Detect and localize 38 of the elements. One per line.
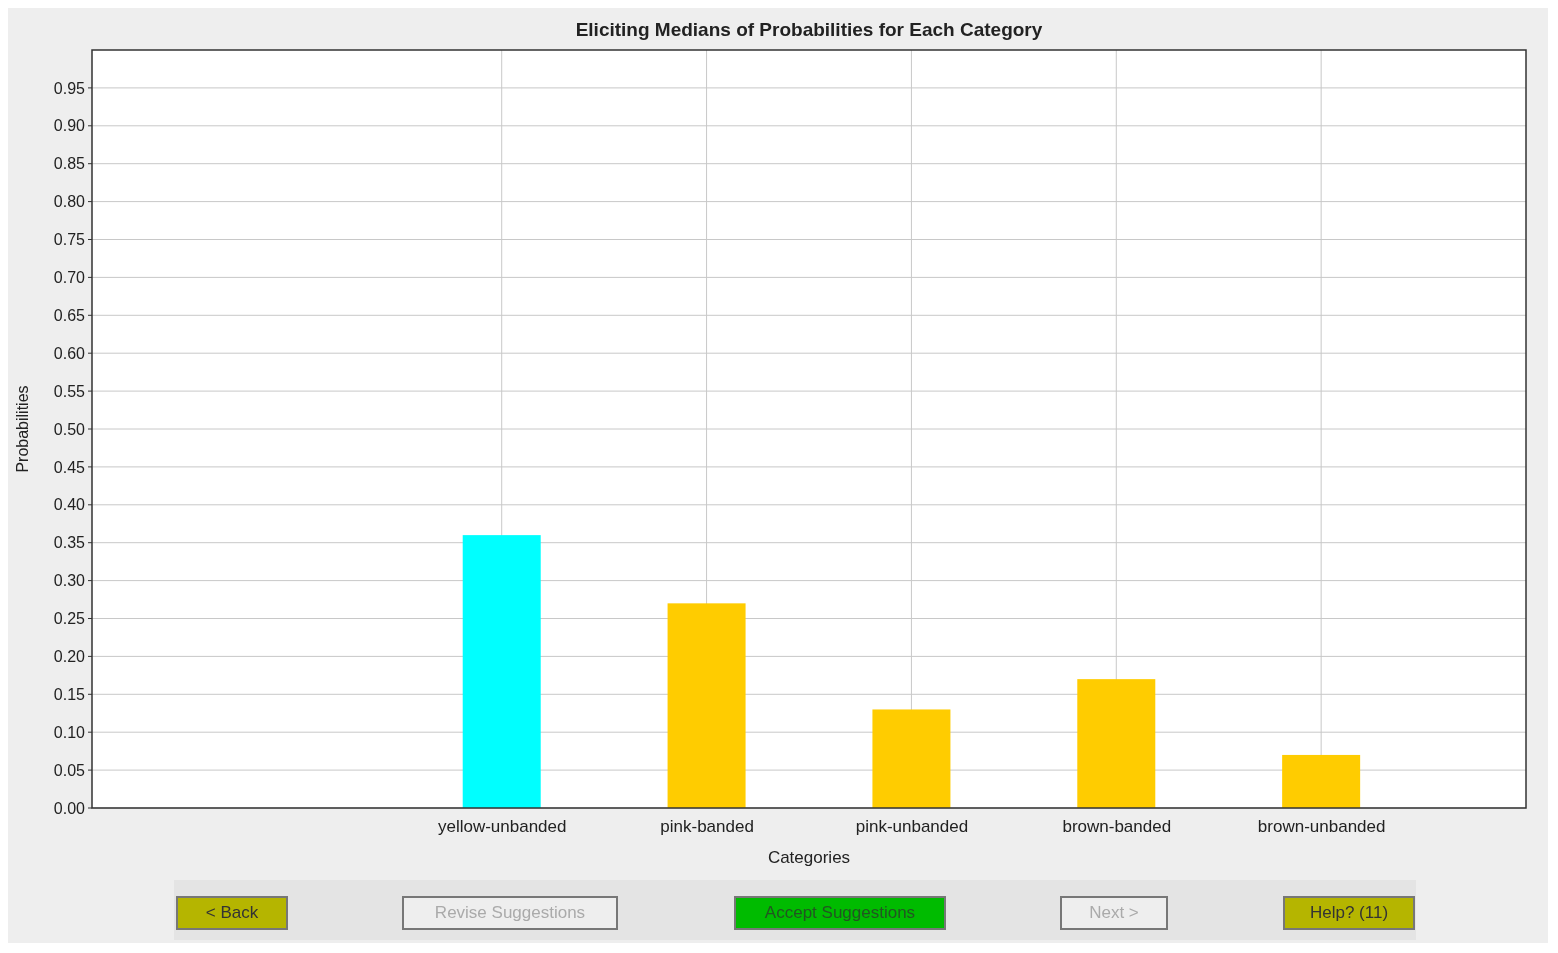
y-tick-label: 0.80	[53, 193, 86, 211]
y-tick-label: 0.05	[53, 761, 86, 779]
bar	[1282, 754, 1361, 808]
x-tick-label: brown-banded	[1062, 817, 1172, 837]
x-axis-title: Categories	[767, 848, 851, 867]
x-tick-label: brown-unbanded	[1257, 817, 1386, 837]
x-tick-label: pink-banded	[660, 817, 754, 837]
button: Revise Suggestions	[402, 896, 618, 930]
chart-title: Eliciting Medians of Probabilities for Each Category	[575, 19, 1043, 40]
y-axis-title: Probabilities	[14, 385, 31, 473]
y-tick-label: 0.75	[53, 231, 86, 249]
y-tick-label: 0.25	[53, 610, 86, 628]
y-tick-label: 0.15	[53, 685, 86, 703]
y-tick-label: 0.50	[53, 420, 86, 438]
y-tick-label: 0.35	[53, 534, 86, 552]
button: < Back	[176, 896, 288, 930]
y-tick-label: 0.95	[53, 79, 86, 97]
y-tick-label: 0.45	[53, 458, 86, 476]
y-tick-label: 0.10	[53, 723, 86, 741]
y-tick-label: 0.40	[53, 496, 86, 514]
y-tick-label: 0.70	[53, 269, 86, 286]
button: Accept Suggestions	[734, 896, 946, 930]
bar	[1077, 679, 1156, 808]
x-tick-label: pink-unbanded	[855, 817, 969, 837]
bar	[462, 535, 541, 808]
y-tick-label: 0.55	[53, 382, 86, 400]
y-tick-label: 0.20	[53, 648, 86, 665]
x-tick-label: yellow-unbanded	[437, 817, 567, 837]
y-tick-label: 0.65	[53, 306, 86, 324]
y-tick-label: 0.00	[53, 799, 86, 817]
button: Help? (11)	[1283, 896, 1415, 930]
y-tick-label: 0.90	[53, 117, 86, 135]
y-tick-label: 0.30	[53, 572, 86, 590]
bar	[872, 709, 951, 808]
y-tick-label: 0.85	[53, 155, 86, 173]
button: Next >	[1060, 896, 1168, 930]
y-tick-label: 0.60	[53, 344, 86, 362]
bar	[667, 603, 746, 808]
